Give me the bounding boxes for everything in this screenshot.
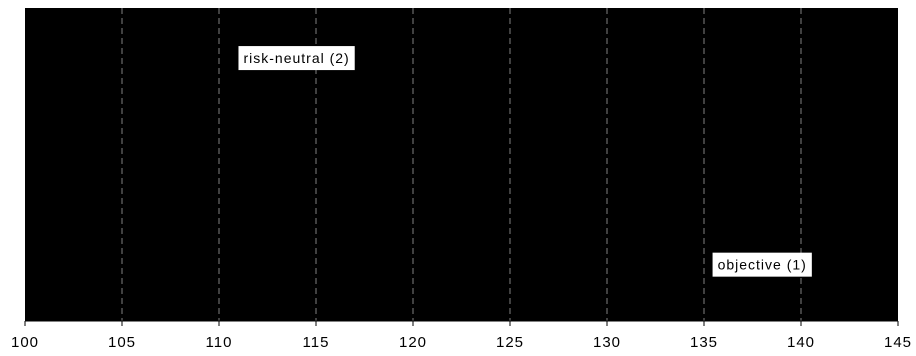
x-tick-label-115: 115: [303, 334, 330, 351]
x-tick-label-105: 105: [108, 334, 136, 351]
x-axis-ticks: 100 105 110 115 120 125 130 135 140 145: [11, 321, 912, 351]
annotation-label-1: objective (1): [718, 257, 807, 273]
x-tick-label-140: 140: [787, 334, 815, 351]
x-tick-label-145: 145: [884, 334, 912, 351]
x-tick-label-110: 110: [206, 334, 233, 351]
x-tick-label-100: 100: [11, 334, 39, 351]
x-tick-label-130: 130: [593, 334, 621, 351]
annotation-box-0: [238, 46, 355, 71]
annotation-label-0: risk-neutral (2): [243, 50, 349, 66]
annotation-1: objective (1): [712, 252, 812, 277]
annotations: risk-neutral (2) objective (1): [238, 46, 812, 277]
annotation-box-1: [712, 252, 812, 277]
annotation-0: risk-neutral (2): [238, 46, 355, 71]
x-tick-label-135: 135: [690, 334, 718, 351]
x-tick-label-120: 120: [399, 334, 427, 351]
x-tick-label-125: 125: [496, 334, 524, 351]
